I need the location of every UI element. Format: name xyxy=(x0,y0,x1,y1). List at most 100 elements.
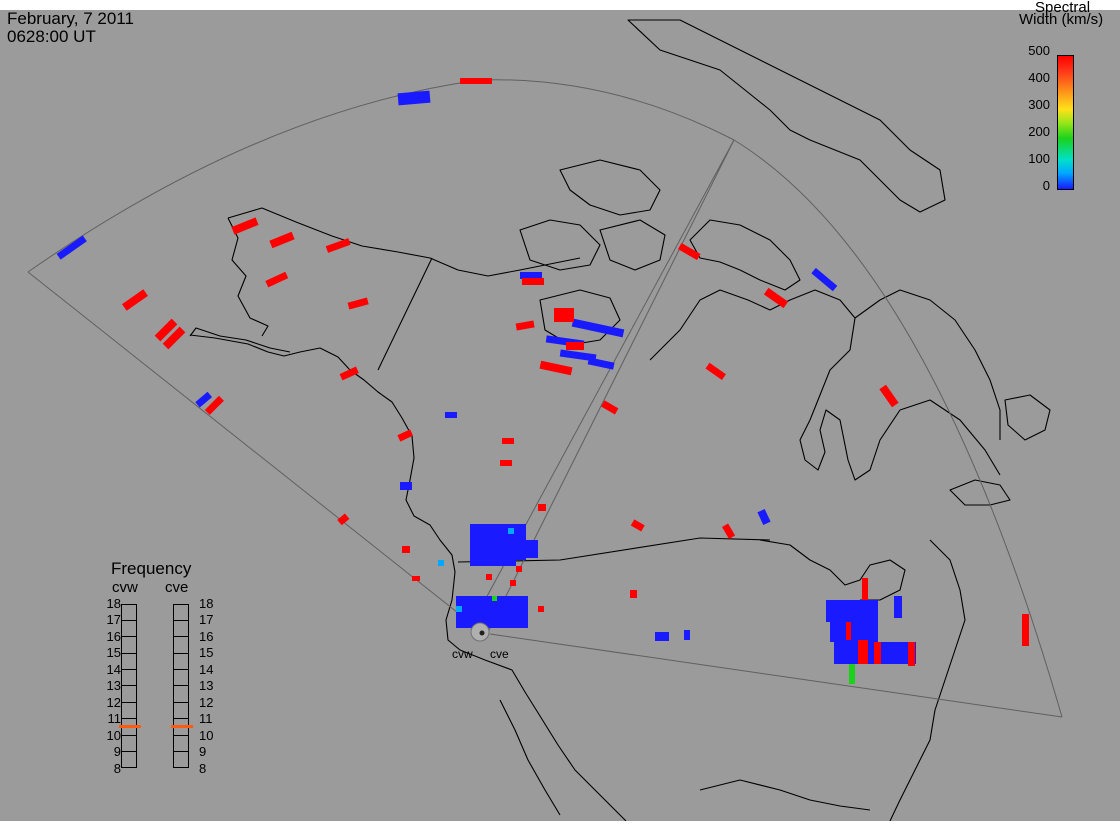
echo-red xyxy=(846,622,851,640)
echo-red xyxy=(705,362,726,381)
echo-green xyxy=(849,664,855,684)
echo-red xyxy=(677,243,701,261)
frequency-tick: 17 xyxy=(199,612,214,627)
frequency-tick: 12 xyxy=(199,695,214,710)
frequency-tick: 16 xyxy=(106,629,121,644)
echo-red xyxy=(516,566,522,572)
frequency-tick: 16 xyxy=(199,629,214,644)
fov-arc xyxy=(27,79,1063,718)
echo-red xyxy=(510,580,516,586)
echo-red xyxy=(566,342,584,350)
frequency-tick: 13 xyxy=(199,678,214,693)
echo-blue xyxy=(520,272,542,279)
echo-red xyxy=(722,523,736,540)
colorbar-tick: 0 xyxy=(1042,178,1050,193)
echo-red xyxy=(265,271,289,288)
frequency-tick: 9 xyxy=(199,744,207,759)
echo-red xyxy=(763,287,789,309)
colorbar-tick: 300 xyxy=(1028,97,1050,112)
echo-cyan xyxy=(508,528,514,534)
echo-red xyxy=(269,231,295,249)
nova-scotia xyxy=(949,479,1011,506)
echo-red xyxy=(339,366,359,381)
map-canvas xyxy=(0,10,1120,822)
echo-blue xyxy=(587,357,615,370)
echo-red xyxy=(204,395,224,415)
us-east-coast xyxy=(889,539,966,822)
echo-red xyxy=(154,318,178,342)
echo-blue xyxy=(830,620,878,642)
echo-red xyxy=(554,308,574,322)
frequency-tick: 14 xyxy=(199,662,214,677)
frequency-tick: 15 xyxy=(106,645,121,660)
coast-alaska-north xyxy=(227,207,581,277)
echo-blue xyxy=(488,540,538,558)
radar-site-marker xyxy=(470,622,490,642)
echo-red xyxy=(325,238,351,253)
echo-blue xyxy=(757,508,771,526)
echo-blue xyxy=(195,391,213,408)
echo-blue xyxy=(559,349,597,362)
coastlines xyxy=(189,19,1051,822)
echo-blue xyxy=(56,235,87,260)
time-label: 0628:00 UT xyxy=(7,27,96,46)
echo-red xyxy=(862,578,868,600)
colorbar-tick: 100 xyxy=(1028,151,1050,166)
frequency-tick: 15 xyxy=(199,645,214,660)
great-lakes xyxy=(759,539,906,601)
echo-cyan xyxy=(438,560,444,566)
echo-blue xyxy=(826,600,878,622)
baja xyxy=(499,699,561,816)
hudson-bay xyxy=(649,289,1001,481)
frequency-tick: 10 xyxy=(106,728,121,743)
scatter-red xyxy=(122,78,1029,666)
echo-blue xyxy=(470,556,516,566)
echo-red xyxy=(858,640,868,664)
frequency-title: Frequency xyxy=(111,559,192,578)
echo-red xyxy=(1022,614,1029,646)
frequency-tick: 17 xyxy=(106,612,121,627)
colorbar-tick: 200 xyxy=(1028,124,1050,139)
colorbar-tick: 500 xyxy=(1028,43,1050,58)
newfoundland xyxy=(1004,394,1051,441)
frequency-tick: 11 xyxy=(199,711,213,726)
map-svg xyxy=(27,19,1063,822)
frequency-tick: 10 xyxy=(199,728,214,743)
frequency-tick: 11 xyxy=(107,711,122,726)
colorbar xyxy=(1057,55,1074,190)
echo-red xyxy=(908,642,915,666)
radar-site-dot xyxy=(479,630,485,636)
scatter-blue xyxy=(56,90,916,664)
echo-red xyxy=(231,217,259,235)
echo-red xyxy=(412,576,420,581)
echo-blue xyxy=(571,318,625,338)
echo-red xyxy=(460,78,492,84)
echo-red xyxy=(539,360,573,376)
colorbar-title-line2: Width (km/s) xyxy=(1019,11,1104,28)
echo-blue xyxy=(445,412,457,418)
site-label-cve: cve xyxy=(490,647,509,661)
fov-right-edge xyxy=(489,633,1063,718)
frequency-tick: 14 xyxy=(106,662,121,677)
echo-red xyxy=(538,606,544,612)
arctic-islands-3 xyxy=(599,219,666,271)
frequency-tick: 8 xyxy=(113,761,121,776)
frequency-tick: 18 xyxy=(199,596,214,611)
echo-blue xyxy=(397,90,431,106)
echo-red xyxy=(515,320,535,331)
echo-blue xyxy=(894,596,902,618)
echo-red xyxy=(522,278,544,285)
date-label: February, 7 2011 xyxy=(7,9,134,28)
alaska-canada-border xyxy=(377,257,433,371)
echo-red xyxy=(347,297,369,310)
frequency-tick: 12 xyxy=(106,695,121,710)
frequency-radar-cve-label: cve xyxy=(165,579,189,596)
echo-cyan xyxy=(456,606,462,612)
site-label-cvw: cvw xyxy=(452,647,473,661)
echo-red xyxy=(538,504,546,511)
echo-red xyxy=(874,642,881,664)
echo-red xyxy=(162,326,186,350)
frequency-marker-cve xyxy=(171,725,193,728)
us-gulf xyxy=(699,779,871,811)
greenland xyxy=(627,19,946,213)
